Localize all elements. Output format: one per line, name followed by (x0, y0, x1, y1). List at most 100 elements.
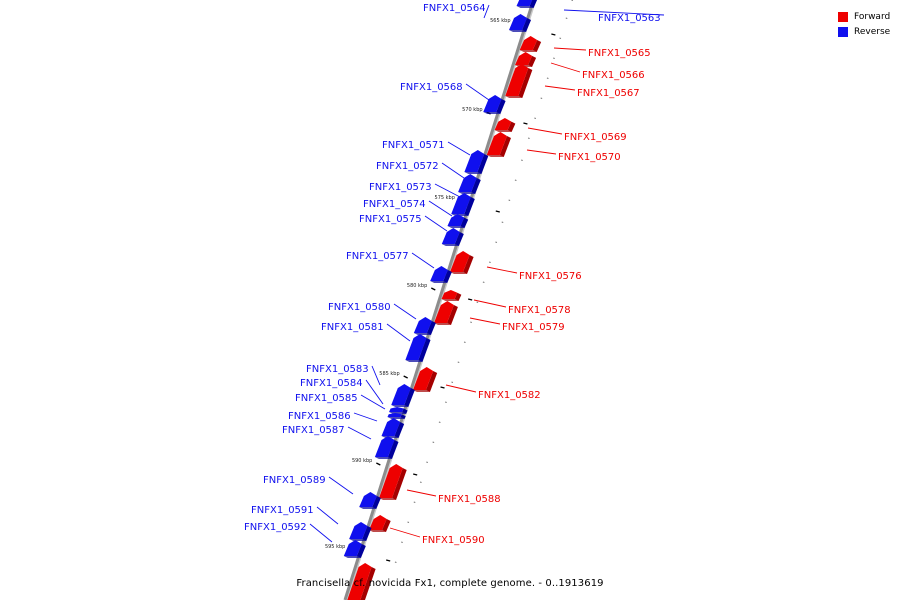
gene-front-face (343, 540, 362, 556)
gene-front-face (430, 266, 448, 281)
gene-front-face (441, 290, 458, 299)
ruler-dash (438, 421, 441, 423)
ruler-dash (432, 441, 435, 443)
kbp-tick-label: 595 kbp (325, 544, 345, 550)
gene-leader-line (316, 506, 339, 525)
gene-label: FNFX1_0592 (244, 522, 307, 533)
ruler-dash (394, 561, 397, 563)
gene-leader-line (527, 127, 563, 135)
gene-label: FNFX1_0576 (519, 271, 582, 282)
gene-bottom-face (413, 333, 431, 335)
ruler-dash (482, 281, 485, 283)
gene-side-face (360, 567, 376, 600)
gene-front-face (515, 52, 533, 65)
gene-side-face (443, 270, 452, 283)
gene-fnfx1-0565: FNFX1_0565 (519, 36, 651, 59)
legend-forward: Forward (838, 9, 890, 24)
gene-side-face (426, 321, 436, 335)
gene-fnfx1-0588: FNFX1_0588 (379, 464, 501, 505)
gene-shape-group (381, 418, 405, 438)
gene-shape-group (368, 515, 391, 532)
gene-side-face (362, 526, 372, 541)
gene-shape-group (494, 118, 516, 132)
ruler-dash (495, 241, 498, 243)
gene-shape-group (450, 251, 474, 274)
gene-leader-line (483, 4, 490, 19)
gene-label: FNFX1_0579 (502, 322, 565, 333)
gene-fnfx1-0590: FNFX1_0590 (368, 515, 485, 546)
gene-leader-line (328, 476, 354, 495)
ruler-dash (521, 159, 523, 161)
gene-side-face (499, 136, 511, 157)
legend-reverse-swatch (838, 26, 848, 37)
gene-leader-line (389, 527, 421, 538)
ruler-dash (426, 461, 428, 463)
gene-label: FNFX1_0584 (300, 378, 363, 389)
gene-shape-group (505, 64, 533, 98)
gene-side-face (400, 414, 406, 419)
gene-fnfx1-0587: FNFX1_0587 (282, 425, 399, 459)
gene-shape-group (519, 36, 542, 52)
legend-forward-swatch (838, 11, 848, 22)
gene-bottom-face (447, 226, 465, 228)
gene-bottom-face (441, 244, 459, 246)
ruler-dash (508, 199, 511, 201)
gene-front-face (486, 132, 507, 155)
gene-label: FNFX1_0574 (363, 199, 426, 210)
gene-front-face (374, 436, 395, 457)
gene-leader-line (550, 62, 581, 73)
gene-side-face (404, 388, 415, 407)
gene-fnfx1-0583: FNFX1_0583 (306, 364, 415, 407)
gene-fnfx1-0574: FNFX1_0574 (363, 199, 469, 228)
gene-side-face (528, 55, 537, 67)
gene-side-face (522, 18, 532, 32)
gene-fnfx1-0577: FNFX1_0577 (346, 251, 452, 283)
gene-side-face (356, 544, 366, 558)
gene-bottom-face (483, 112, 501, 114)
ruler-dash (527, 137, 530, 139)
gene-label: FNFX1_0564 (423, 3, 486, 14)
gene-front-face (389, 407, 404, 412)
gene-side-face (507, 121, 516, 132)
ruler-dash (451, 381, 454, 383)
gene-label: FNFX1_0563 (598, 13, 661, 24)
gene-leader-line (465, 83, 490, 101)
gene-side-face (418, 338, 431, 362)
gene-leader-line (424, 215, 448, 232)
gene-fnfx1-0585: FNFX1_0585 (295, 393, 406, 419)
gene-front-face (349, 522, 368, 539)
gene-bottom-face (374, 457, 392, 459)
gene-bottom-face (405, 360, 423, 362)
gene-label: FNFX1_0577 (346, 251, 409, 262)
gene-front-face (505, 64, 529, 96)
gene-bottom-face (349, 539, 367, 541)
gene-bottom-face (368, 530, 386, 532)
gene-shape-group (441, 290, 462, 301)
gene-shape-group (464, 150, 489, 174)
kbp-tick-mark (431, 287, 436, 291)
ruler-dash (413, 501, 416, 503)
gene-side-face (372, 496, 381, 509)
gene-shape-group (343, 540, 366, 558)
gene-leader-line (360, 394, 386, 410)
gene-fnfx1-0584: FNFX1_0584 (300, 378, 408, 414)
gene-front-face (433, 301, 454, 323)
genes: FNFX1_0563 FNFX1_0564 FNFX1_0565 FNFX1_0566… (244, 0, 665, 600)
gene-side-face (477, 154, 489, 174)
gene-side-face (425, 371, 438, 392)
gene-label: FNFX1_0571 (382, 140, 445, 151)
gene-leader-line (441, 162, 465, 179)
ruler-dash (553, 57, 555, 59)
gene-front-face (451, 193, 471, 214)
gene-shape-group (516, 0, 538, 8)
kbp-tick-mark (403, 375, 408, 379)
ruler-dash (419, 481, 422, 483)
gene-fnfx1-0564: FNFX1_0564 (423, 3, 532, 32)
gene-side-face (394, 422, 405, 438)
gene-fnfx1-0581: FNFX1_0581 (321, 322, 431, 362)
gene-side-face (496, 99, 506, 114)
gene-label: FNFX1_0565 (588, 48, 651, 59)
gene-bottom-face (509, 30, 527, 32)
gene-front-face (441, 228, 460, 244)
gene-bottom-face (519, 50, 537, 52)
